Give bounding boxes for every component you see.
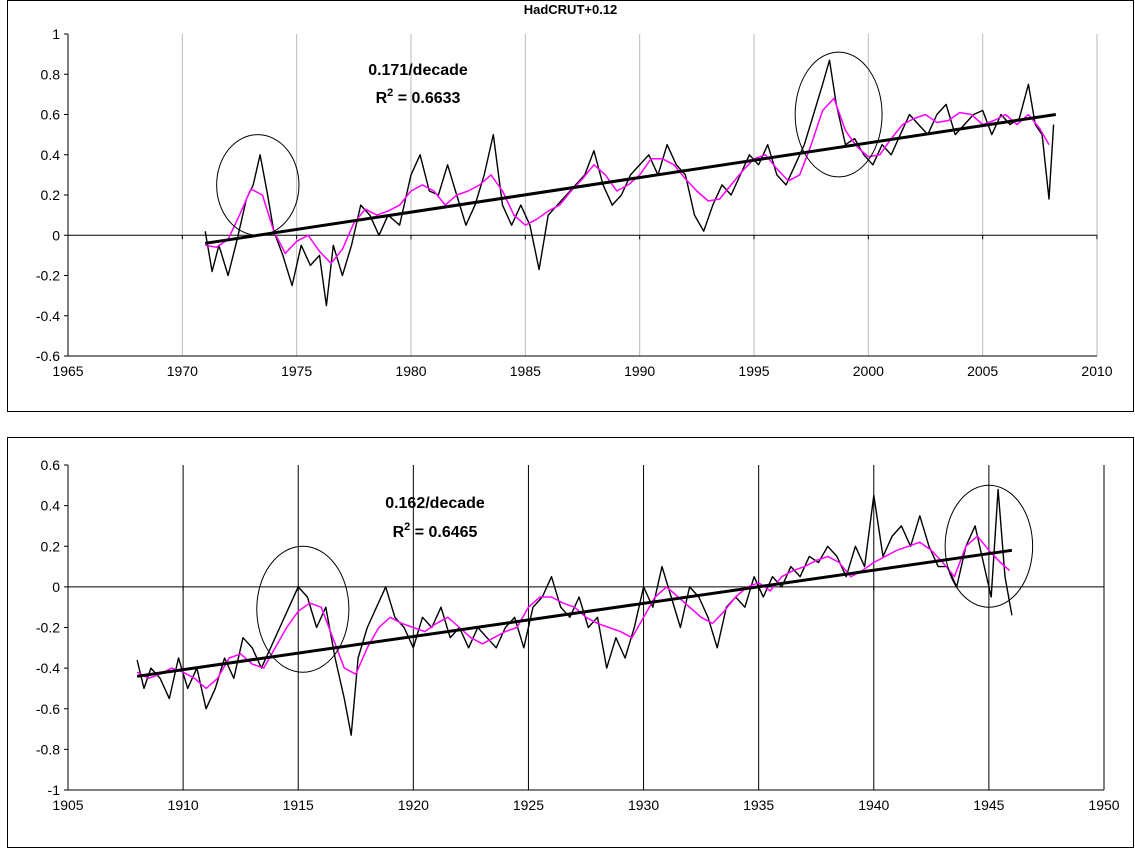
y-tick-label: 0.4 [41, 147, 61, 163]
x-tick-label: 1950 [1088, 797, 1119, 813]
x-tick-label: 2005 [967, 363, 998, 379]
x-tick-label: 1905 [52, 797, 83, 813]
y-tick-label: -0.8 [36, 741, 60, 757]
chart-panel-early-century: -1 -0.8 -0.6 -0.4 -0.2 0 0.2 0.4 0.6 1905 1910 1915… [7, 437, 1134, 848]
y-tick-label: 0 [52, 579, 60, 595]
highlight-ellipse-1 [216, 134, 300, 236]
trend-slope-label: 0.162/decade [385, 495, 485, 512]
y-tick-label: 0.6 [41, 107, 61, 123]
chart-svg-top: -0.6 -0.4 -0.2 0 0.2 0.4 0.6 0.8 1 1965 1970 1975 19… [36, 26, 1113, 379]
series-trend-line [204, 113, 1057, 245]
series-trend-line [136, 548, 1013, 678]
chart-panel-hadcrut: HadCRUT+0.12 -0.6 -0.4 -0.2 0 0.2 0.4 0.6 0.8 1 1… [7, 0, 1134, 412]
x-tick-label: 1915 [283, 797, 314, 813]
y-tick-label: -0.2 [36, 620, 60, 636]
y-tick-label: 0 [52, 227, 60, 243]
y-tick-label: 0.6 [41, 457, 61, 473]
y-tick-label: -0.4 [36, 660, 60, 676]
x-tick-label: 1965 [52, 363, 83, 379]
x-tick-label: 1970 [167, 363, 198, 379]
y-tick-label: 0.8 [41, 66, 61, 82]
trend-slope-label: 0.171/decade [368, 62, 468, 79]
x-tick-label: 1975 [281, 363, 312, 379]
y-tick-label: -0.6 [36, 348, 60, 364]
y-tick-label: -0.4 [36, 308, 60, 324]
x-tick-label: 1920 [398, 797, 429, 813]
x-tick-label: 1990 [624, 363, 655, 379]
highlight-ellipse-2 [794, 51, 883, 178]
x-tick-label: 1935 [743, 797, 774, 813]
y-tick-label: 1 [52, 26, 60, 42]
y-tick-label: 0.2 [41, 187, 61, 203]
x-tick-label: 1985 [510, 363, 541, 379]
series-monthly-line [204, 59, 1055, 307]
chart-svg-bottom: -1 -0.8 -0.6 -0.4 -0.2 0 0.2 0.4 0.6 1905 1910 1915… [36, 457, 1120, 813]
chart-title: HadCRUT+0.12 [523, 2, 618, 17]
y-tick-label: -1 [48, 782, 61, 798]
x-tick-label: 1925 [513, 797, 544, 813]
x-tick-label: 2010 [1081, 363, 1112, 379]
r-squared-label: R2 = 0.6633 [376, 87, 461, 107]
x-tick-label: 2000 [853, 363, 884, 379]
x-tick-label: 1930 [628, 797, 659, 813]
r-squared-label: R2 = 0.6465 [393, 521, 478, 541]
y-tick-label: -0.2 [36, 268, 60, 284]
x-tick-label: 1980 [395, 363, 426, 379]
x-tick-label: 1940 [858, 797, 889, 813]
x-tick-label: 1945 [973, 797, 1004, 813]
series-smoothed-line [205, 97, 1050, 265]
highlight-ellipse-2 [944, 484, 1034, 608]
y-tick-label: 0.4 [41, 498, 61, 514]
x-tick-label: 1995 [738, 363, 769, 379]
x-tick-label: 1910 [168, 797, 199, 813]
y-tick-label: -0.6 [36, 701, 60, 717]
series-smoothed-line [136, 535, 1011, 690]
highlight-ellipse-1 [256, 545, 350, 673]
y-tick-label: 0.2 [41, 538, 61, 554]
